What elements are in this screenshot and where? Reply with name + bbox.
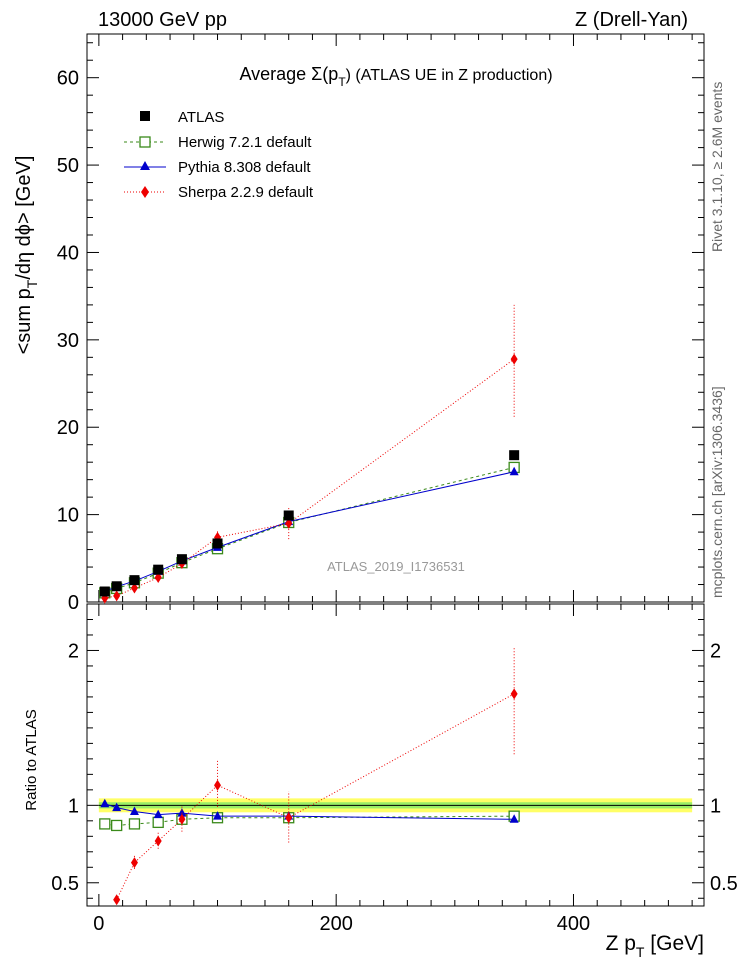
legend-marker-sherpa xyxy=(141,186,149,198)
upper-point-sherpa xyxy=(130,582,138,594)
ratio-y-tick-label-right: 0.5 xyxy=(710,873,738,895)
legend-marker-atlas xyxy=(140,111,150,121)
legend-item-atlas: ATLAS xyxy=(140,109,224,126)
upper-point-sherpa xyxy=(154,572,162,584)
upper-point-sherpa xyxy=(113,590,121,602)
y-tick-label: 20 xyxy=(57,417,79,439)
legend-label-atlas: ATLAS xyxy=(178,109,224,126)
ratio-y-tick-label-right: 1 xyxy=(710,795,721,817)
upper-point-sherpa xyxy=(285,517,293,529)
legend: ATLAS Herwig 7.2.1 default Pythia 8.308 … xyxy=(124,109,314,201)
x-axis-label: Z pT [GeV] xyxy=(606,932,704,960)
upper-panel-frame xyxy=(86,33,705,603)
upper-point-atlas xyxy=(176,554,187,565)
analysis-watermark: ATLAS_2019_I1736531 xyxy=(327,559,465,574)
ratio-point-sherpa xyxy=(113,894,121,906)
chart-title: Average Σ(pT) (ATLAS UE in Z production) xyxy=(239,64,552,89)
legend-label-pythia: Pythia 8.308 default xyxy=(178,159,311,176)
rivet-label: Rivet 3.1.10, ≥ 2.6M events xyxy=(709,82,725,252)
ratio-plot-area xyxy=(99,647,520,906)
ratio-point-herwig xyxy=(99,818,111,830)
x-tick-label: 200 xyxy=(319,913,352,935)
header-left: 13000 GeV pp xyxy=(98,9,227,31)
ratio-point-herwig xyxy=(152,816,164,829)
ratio-point-sherpa xyxy=(130,857,138,869)
y-tick-label: 0 xyxy=(68,592,79,614)
ratio-y-tick-label-left: 0.5 xyxy=(51,873,79,895)
upper-point-atlas xyxy=(153,564,164,575)
ratio-y-tick-label-left: 1 xyxy=(68,795,79,817)
ratio-point-pythia xyxy=(100,798,110,808)
lower-panel-frame xyxy=(86,603,705,907)
upper-point-atlas xyxy=(283,510,294,521)
upper-y-axis-label: <sum pT/dη dϕ> [GeV] xyxy=(13,156,40,355)
ratio-y-tick-label-left: 2 xyxy=(68,640,79,662)
ratio-point-sherpa xyxy=(154,835,162,847)
header-right: Z (Drell-Yan) xyxy=(575,9,688,31)
legend-marker-pythia xyxy=(140,161,150,170)
y-tick-label: 30 xyxy=(57,330,79,352)
ratio-point-herwig xyxy=(111,819,123,832)
legend-marker-herwig xyxy=(139,136,151,148)
x-tick-label: 400 xyxy=(557,913,590,935)
ratio-point-pythia xyxy=(112,802,122,812)
ratio-point-herwig xyxy=(128,818,141,830)
y-tick-label: 10 xyxy=(57,505,79,527)
ratio-point-pythia xyxy=(213,811,223,820)
ratio-point-sherpa xyxy=(178,813,186,825)
ratio-point-sherpa xyxy=(285,812,293,824)
lower-axis-ticks: 0.5 0.5 1 1 2 2 0 200 400 xyxy=(51,604,738,935)
ratio-y-tick-label-right: 2 xyxy=(710,640,721,662)
upper-point-atlas xyxy=(111,581,122,592)
legend-item-pythia: Pythia 8.308 default xyxy=(124,159,311,176)
upper-axis-ticks: 0 10 20 30 40 50 60 xyxy=(57,34,704,614)
ratio-point-sherpa xyxy=(510,688,518,700)
upper-point-atlas xyxy=(212,538,223,549)
legend-item-sherpa: Sherpa 2.2.9 default xyxy=(124,184,314,201)
upper-point-atlas xyxy=(129,575,140,586)
ratio-point-pythia xyxy=(509,814,519,823)
upper-plot-area xyxy=(99,304,520,604)
y-tick-label: 40 xyxy=(57,242,79,264)
ratio-point-pythia xyxy=(153,809,163,819)
legend-label-herwig: Herwig 7.2.1 default xyxy=(178,134,312,151)
lower-y-axis-label: Ratio to ATLAS xyxy=(23,709,40,810)
upper-line-sherpa xyxy=(104,358,515,599)
legend-item-herwig: Herwig 7.2.1 default xyxy=(124,134,312,151)
legend-label-sherpa: Sherpa 2.2.9 default xyxy=(178,184,314,201)
y-tick-label: 60 xyxy=(57,68,79,90)
ratio-point-sherpa xyxy=(214,779,222,791)
reference-band xyxy=(98,798,693,813)
upper-line-herwig xyxy=(104,466,515,594)
ratio-line-herwig xyxy=(104,815,515,826)
upper-point-atlas xyxy=(509,450,520,461)
y-tick-label: 50 xyxy=(57,155,79,177)
mcplots-label: mcplots.cern.ch [arXiv:1306.3436] xyxy=(709,386,725,598)
ratio-point-pythia xyxy=(177,808,187,817)
upper-point-atlas xyxy=(99,586,110,597)
upper-point-pythia xyxy=(509,466,519,476)
upper-point-sherpa xyxy=(510,353,518,365)
x-tick-label: 0 xyxy=(93,913,104,935)
ratio-point-pythia xyxy=(129,806,139,816)
ratio-line-sherpa xyxy=(116,693,515,901)
